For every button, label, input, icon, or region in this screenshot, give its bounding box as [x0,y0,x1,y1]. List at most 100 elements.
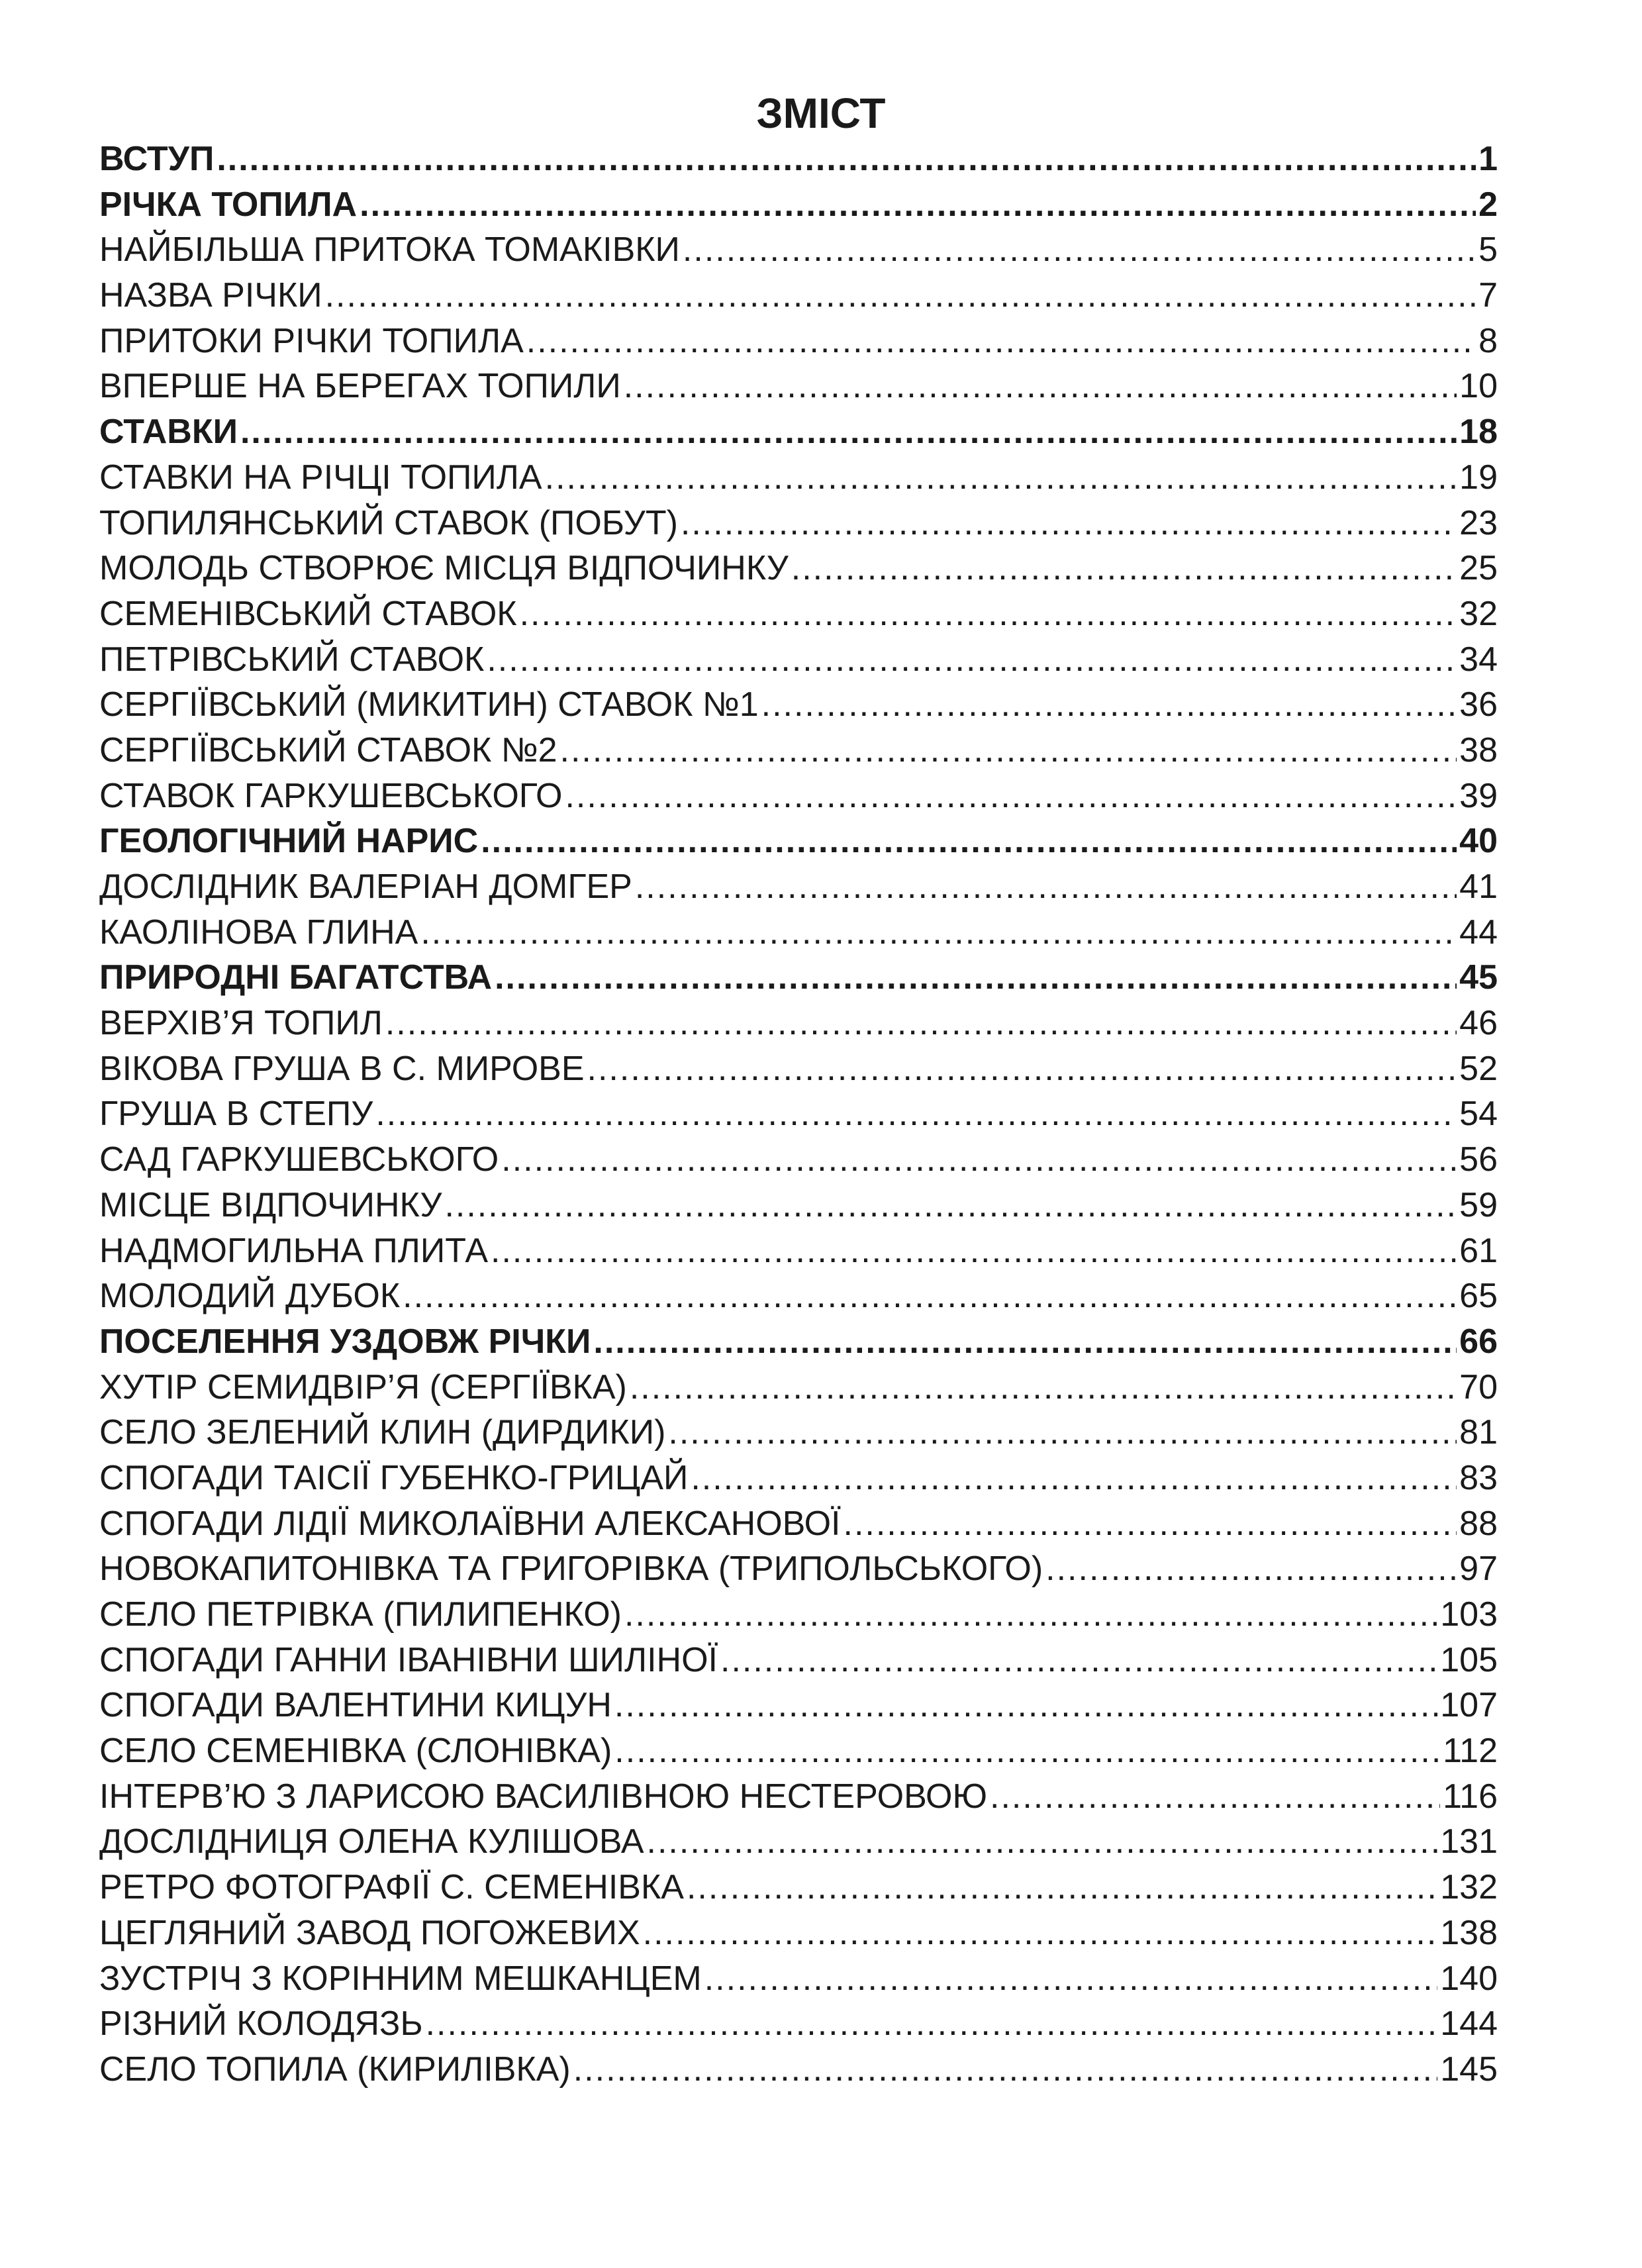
toc-entry[interactable]: МІСЦЕ ВІДПОЧИНКУ 59 [99,1183,1498,1228]
toc-entry[interactable]: СЕРГІЇВСЬКИЙ (МИКИТИН) СТАВОК №1 36 [99,682,1498,728]
toc-section-entry[interactable]: РІЧКА ТОПИЛА 2 [99,182,1498,228]
toc-entry-page: 144 [1440,2004,1498,2044]
dot-leader [668,1410,1457,1455]
toc-entry[interactable]: КАОЛІНОВА ГЛИНА 44 [99,910,1498,956]
toc-section-entry[interactable]: ПРИРОДНІ БАГАТСТВА 45 [99,955,1498,1001]
toc-entry[interactable]: ТОПИЛЯНСЬКИЙ СТАВОК (ПОБУТ) 23 [99,501,1498,546]
dot-leader [481,818,1457,864]
toc-entry[interactable]: СПОГАДИ ВАЛЕНТИНИ КИЦУН 107 [99,1683,1498,1728]
toc-entry-title: РЕТРО ФОТОГРАФІЇ С. СЕМЕНІВКА [99,1868,684,1907]
toc-entry-title: ВІКОВА ГРУША В С. МИРОВЕ [99,1049,585,1088]
toc-section-entry[interactable]: ПОСЕЛЕННЯ УЗДОВЖ РІЧКИ 66 [99,1319,1498,1365]
dot-leader [495,955,1457,1001]
toc-entry-title: ІНТЕРВ’Ю З ЛАРИСОЮ ВАСИЛІВНОЮ НЕСТЕРОВОЮ [99,1777,988,1816]
toc-entry-page: 66 [1459,1322,1498,1361]
toc-entry[interactable]: МОЛОДЬ СТВОРЮЄ МІСЦЯ ВІДПОЧИНКУ 25 [99,546,1498,591]
toc-entry[interactable]: СПОГАДИ ЛІДІЇ МИКОЛАЇВНИ АЛЕКСАНОВОЇ 88 [99,1501,1498,1547]
dot-leader [635,864,1457,910]
toc-entry-title: ВСТУП [99,140,215,178]
toc-entry[interactable]: ПЕТРІВСЬКИЙ СТАВОК 34 [99,637,1498,683]
toc-entry[interactable]: ДОСЛІДНИК ВАЛЕРІАН ДОМГЕР 41 [99,864,1498,910]
dot-leader [491,1228,1457,1274]
toc-entry-title: ПОСЕЛЕННЯ УЗДОВЖ РІЧКИ [99,1322,591,1361]
toc-entry-title: МІСЦЕ ВІДПОЧИНКУ [99,1185,442,1224]
dot-leader [630,1365,1457,1410]
toc-entry[interactable]: СЕЛО ТОПИЛА (КИРИЛІВКА) 145 [99,2047,1498,2093]
dot-leader [587,1046,1457,1092]
toc-entry-title: СЕЛО ПЕТРІВКА (ПИЛИПЕНКО) [99,1595,622,1634]
toc-entry-title: ТОПИЛЯНСЬКИЙ СТАВОК (ПОБУТ) [99,503,678,542]
toc-entry-page: 5 [1478,230,1498,270]
dot-leader [240,409,1457,455]
toc-entry-title: НОВОКАПИТОНІВКА ТА ГРИГОРІВКА (ТРИПОЛЬСЬ… [99,1550,1043,1589]
dot-leader [681,501,1457,546]
toc-entry-title: СПОГАДИ ТАІСІЇ ГУБЕНКО-ГРИЦАЙ [99,1458,689,1497]
toc-entry-title: РІЧКА ТОПИЛА [99,185,358,224]
toc-entry-title: МОЛОДИЙ ДУБОК [99,1277,401,1316]
toc-entry[interactable]: ГРУША В СТЕПУ 54 [99,1091,1498,1137]
dot-leader [487,637,1457,683]
toc-section-entry[interactable]: ВСТУП 1 [99,136,1498,182]
toc-entry-title: СПОГАДИ ЛІДІЇ МИКОЛАЇВНИ АЛЕКСАНОВОЇ [99,1504,841,1543]
dot-leader [573,2047,1438,2093]
table-of-contents: ВСТУП1РІЧКА ТОПИЛА2НАЙБІЛЬША ПРИТОКА ТОМ… [99,136,1498,2093]
dot-leader [565,773,1457,819]
dot-leader [526,319,1476,364]
dot-leader [420,910,1457,956]
dot-leader [791,546,1457,591]
toc-entry[interactable]: ПРИТОКИ РІЧКИ ТОПИЛА 8 [99,319,1498,364]
toc-entry-title: ВЕРХІВ’Я ТОПИЛ [99,1004,383,1043]
toc-entry[interactable]: СТАВОК ГАРКУШЕВСЬКОГО 39 [99,773,1498,819]
dot-leader [687,1865,1437,1910]
toc-entry-page: 112 [1443,1732,1498,1771]
toc-entry[interactable]: НОВОКАПИТОНІВКА ТА ГРИГОРІВКА (ТРИПОЛЬСЬ… [99,1546,1498,1592]
toc-entry[interactable]: РІЗНИЙ КОЛОДЯЗЬ 144 [99,2001,1498,2047]
dot-leader [403,1273,1457,1319]
toc-entry[interactable]: ХУТІР СЕМИДВІР’Я (СЕРГІЇВКА) 70 [99,1365,1498,1410]
toc-entry-title: СТАВОК ГАРКУШЕВСЬКОГО [99,776,563,815]
toc-entry[interactable]: СЕМЕНІВСЬКИЙ СТАВОК 32 [99,591,1498,637]
toc-entry[interactable]: ВІКОВА ГРУША В С. МИРОВЕ 52 [99,1046,1498,1092]
toc-entry[interactable]: ДОСЛІДНИЦЯ ОЛЕНА КУЛІШОВА 131 [99,1819,1498,1865]
dot-leader [614,1683,1437,1728]
toc-entry[interactable]: НАДМОГИЛЬНА ПЛИТА 61 [99,1228,1498,1274]
toc-entry[interactable]: СЕЛО СЕМЕНІВКА (СЛОНІВКА) 112 [99,1728,1498,1774]
toc-entry[interactable]: СТАВКИ НА РІЧЦІ ТОПИЛА 19 [99,455,1498,501]
toc-entry[interactable]: СПОГАДИ ГАННИ ІВАНІВНИ ШИЛІНОЇ 105 [99,1638,1498,1683]
toc-entry[interactable]: НАЗВА РІЧКИ 7 [99,273,1498,319]
toc-section-entry[interactable]: ГЕОЛОГІЧНИЙ НАРИС 40 [99,818,1498,864]
toc-entry-page: 25 [1459,549,1498,588]
toc-entry-page: 116 [1443,1777,1498,1816]
toc-entry[interactable]: ЦЕГЛЯНИЙ ЗАВОД ПОГОЖЕВИХ 138 [99,1910,1498,1956]
toc-entry-title: НАЗВА РІЧКИ [99,276,322,315]
toc-entry[interactable]: РЕТРО ФОТОГРАФІЇ С. СЕМЕНІВКА 132 [99,1865,1498,1910]
toc-entry[interactable]: ІНТЕРВ’Ю З ЛАРИСОЮ ВАСИЛІВНОЮ НЕСТЕРОВОЮ… [99,1774,1498,1820]
toc-entry[interactable]: СПОГАДИ ТАІСІЇ ГУБЕНКО-ГРИЦАЙ 83 [99,1455,1498,1501]
toc-entry-page: 70 [1459,1367,1498,1406]
toc-entry[interactable]: МОЛОДИЙ ДУБОК 65 [99,1273,1498,1319]
dot-leader [444,1183,1457,1228]
dot-leader [426,2001,1438,2047]
toc-entry-page: 39 [1459,776,1498,815]
toc-entry-page: 103 [1440,1595,1498,1634]
toc-entry-title: ЦЕГЛЯНИЙ ЗАВОД ПОГОЖЕВИХ [99,1913,640,1952]
toc-entry-page: 54 [1459,1095,1498,1134]
toc-entry-page: 61 [1459,1231,1498,1270]
toc-entry-page: 19 [1459,458,1498,497]
toc-entry[interactable]: ВПЕРШЕ НА БЕРЕГАХ ТОПИЛИ 10 [99,364,1498,409]
toc-entry-title: ХУТІР СЕМИДВІР’Я (СЕРГІЇВКА) [99,1367,627,1406]
toc-entry-title: ПРИРОДНІ БАГАТСТВА [99,958,493,997]
toc-entry[interactable]: ВЕРХІВ’Я ТОПИЛ 46 [99,1001,1498,1046]
toc-section-entry[interactable]: СТАВКИ 18 [99,409,1498,455]
toc-entry-page: 132 [1440,1868,1498,1907]
toc-entry[interactable]: СЕРГІЇВСЬКИЙ СТАВОК №2 38 [99,728,1498,773]
toc-entry[interactable]: НАЙБІЛЬША ПРИТОКА ТОМАКІВКИ 5 [99,227,1498,273]
toc-entry-page: 7 [1478,276,1498,315]
dot-leader [844,1501,1457,1547]
toc-entry-title: СТАВКИ НА РІЧЦІ ТОПИЛА [99,458,542,497]
toc-entry[interactable]: САД ГАРКУШЕВСЬКОГО 56 [99,1137,1498,1183]
toc-entry[interactable]: СЕЛО ЗЕЛЕНИЙ КЛИН (ДИРДИКИ) 81 [99,1410,1498,1455]
toc-entry-page: 140 [1440,1959,1498,1998]
toc-entry[interactable]: ЗУСТРІЧ З КОРІННИМ МЕШКАНЦЕМ 140 [99,1956,1498,2002]
toc-entry[interactable]: СЕЛО ПЕТРІВКА (ПИЛИПЕНКО) 103 [99,1592,1498,1638]
